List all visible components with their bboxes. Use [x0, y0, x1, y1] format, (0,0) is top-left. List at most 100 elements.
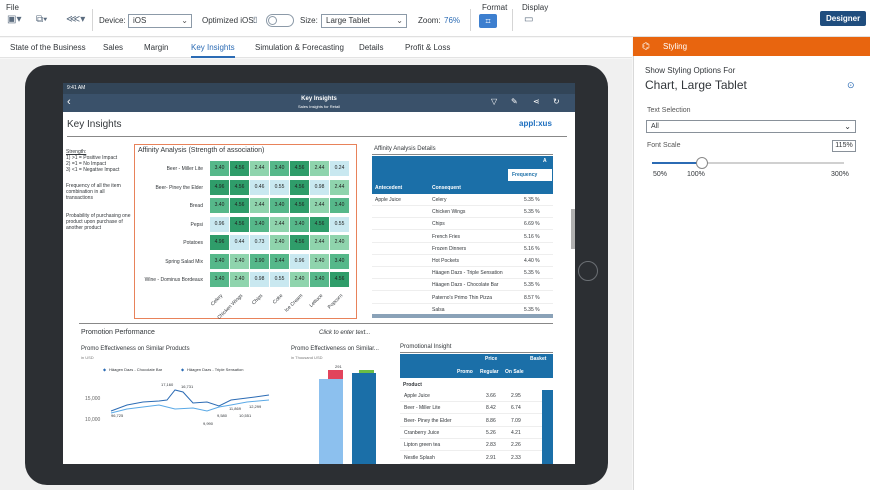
- details-row[interactable]: Chips 6.69 %: [372, 218, 553, 231]
- details-row[interactable]: Hot Pockets 4.40 %: [372, 255, 553, 267]
- heatmap-cell[interactable]: 4.96: [210, 179, 229, 195]
- heatmap-cell[interactable]: 3.40: [330, 198, 349, 213]
- copy-icon[interactable]: ⧉▾: [36, 14, 48, 25]
- insight-row[interactable]: Apple Juice 3.66 2.95: [400, 390, 553, 402]
- heatmap-cell[interactable]: 3.40: [210, 161, 229, 176]
- heatmap-cell[interactable]: 0.96: [290, 253, 309, 269]
- heatmap-cell[interactable]: 0.98: [250, 272, 269, 287]
- font-scale-slider[interactable]: [652, 157, 844, 169]
- heatmap-cell[interactable]: 4.56: [290, 179, 309, 195]
- share-icon[interactable]: ⋖: [533, 97, 540, 106]
- heatmap-cell[interactable]: 4.56: [290, 161, 309, 176]
- details-header-a: A: [543, 158, 547, 164]
- details-row[interactable]: Apple Juice Celery 5.35 %: [372, 194, 553, 206]
- heatmap-cell[interactable]: 2.44: [330, 179, 349, 195]
- heatmap-cell[interactable]: 4.56: [290, 198, 309, 213]
- heatmap-cell[interactable]: 4.56: [230, 216, 249, 232]
- tab-margin[interactable]: Margin: [144, 43, 169, 52]
- display-icon[interactable]: ▭: [524, 14, 534, 25]
- heatmap-cell[interactable]: 2.40: [230, 253, 249, 269]
- device-select[interactable]: iOS ⌄: [128, 14, 192, 28]
- heatmap-cell[interactable]: 4.56: [230, 179, 249, 195]
- pen-icon[interactable]: ✎: [511, 97, 518, 106]
- tab-sales[interactable]: Sales: [103, 43, 124, 52]
- font-scale-input[interactable]: 115%: [832, 140, 856, 152]
- heatmap-cell[interactable]: 4.56: [230, 161, 249, 176]
- affinity-analysis-widget[interactable]: Affinity Analysis (Strength of associati…: [134, 144, 357, 320]
- insight-row[interactable]: Lipton green tea 2.83 2.26: [400, 439, 553, 452]
- heatmap-cell[interactable]: 4.56: [330, 272, 349, 287]
- save-icon[interactable]: ▣▾: [7, 14, 22, 25]
- heatmap-cell[interactable]: 0.73: [250, 235, 269, 250]
- heatmap-cell[interactable]: 4.96: [210, 235, 229, 250]
- insight-row[interactable]: Beer - Miller Lite 8.42 6.74: [400, 402, 553, 415]
- tab-key-insights[interactable]: Key Insights: [191, 43, 235, 58]
- heatmap-cell[interactable]: 3.40: [210, 253, 229, 269]
- heatmap-cell[interactable]: 2.40: [330, 235, 349, 250]
- heatmap-cell[interactable]: 4.56: [310, 216, 329, 232]
- heatmap-cell[interactable]: 3.40: [210, 198, 229, 213]
- select-target-icon[interactable]: ⊙: [847, 80, 855, 90]
- heatmap-cell[interactable]: 0.24: [330, 161, 349, 176]
- heatmap-cell[interactable]: 3.40: [270, 198, 289, 213]
- heatmap-cell[interactable]: 3.40: [330, 253, 349, 269]
- heatmap-cell[interactable]: 0.55: [270, 272, 289, 287]
- heatmap-cell[interactable]: 3.40: [250, 216, 269, 232]
- details-row[interactable]: Häagen Dazs - Chocolate Bar 5.35 %: [372, 279, 553, 292]
- designer-button[interactable]: Designer: [820, 11, 867, 26]
- heatmap-cell[interactable]: 3.40: [270, 161, 289, 176]
- heatmap-cell[interactable]: 2.40: [290, 272, 309, 287]
- page-scrollbar[interactable]: [571, 209, 575, 249]
- details-row[interactable]: Frozen Dinners 5.16 %: [372, 243, 553, 255]
- heatmap-cell[interactable]: 3.40: [290, 216, 309, 232]
- heatmap-cell[interactable]: 2.44: [270, 216, 289, 232]
- heatmap-cell[interactable]: 2.44: [250, 198, 269, 213]
- details-row[interactable]: French Fries 5.16 %: [372, 231, 553, 243]
- heatmap-cell[interactable]: 4.56: [290, 235, 309, 250]
- heatmap-cell[interactable]: 2.44: [310, 161, 329, 176]
- click-to-enter-text[interactable]: Click to enter text...: [319, 330, 371, 336]
- heatmap-cell[interactable]: 2.44: [250, 161, 269, 176]
- insight-row[interactable]: Cranberry Juice 5.26 4.21: [400, 427, 553, 439]
- heatmap-cell[interactable]: 3.40: [310, 272, 329, 287]
- optimized-toggle[interactable]: [266, 14, 294, 27]
- heatmap-cell[interactable]: 0.96: [210, 216, 229, 232]
- details-scrollbar[interactable]: [372, 314, 553, 318]
- filter-icon[interactable]: ▽: [491, 97, 498, 106]
- details-row[interactable]: Chicken Wings 5.35 %: [372, 206, 553, 219]
- insight-header-basket: Basket: [530, 356, 547, 362]
- heatmap-cell[interactable]: 0.44: [230, 235, 249, 250]
- heatmap-cell[interactable]: 2.44: [310, 198, 329, 213]
- heatmap-cell[interactable]: 0.55: [270, 179, 289, 195]
- heatmap-cell[interactable]: 0.55: [330, 216, 349, 232]
- heatmap-cell[interactable]: 0.98: [310, 179, 329, 195]
- heatmap-cell[interactable]: 2.40: [270, 235, 289, 250]
- heatmap-cell[interactable]: 2.40: [310, 253, 329, 269]
- heatmap-cell[interactable]: 2.40: [230, 272, 249, 287]
- share-icon[interactable]: ⋘▾: [66, 14, 86, 25]
- back-icon[interactable]: ‹: [67, 96, 71, 108]
- y-tick-label: 15,000: [85, 396, 101, 402]
- zoom-value[interactable]: 76%: [444, 16, 461, 25]
- insight-row[interactable]: Beer- Piney the Elder 8.86 7.09: [400, 415, 553, 427]
- details-row[interactable]: Paterno's Primo Thin Pizza 8.57 %: [372, 292, 553, 304]
- insight-row[interactable]: Nestle Splash 2.91 2.33: [400, 452, 553, 464]
- text-selection-dropdown[interactable]: All ⌄: [646, 120, 856, 133]
- refresh-icon[interactable]: ↻: [553, 97, 560, 106]
- heatmap-cell[interactable]: 2.44: [310, 235, 329, 250]
- heatmap-cell[interactable]: 3.90: [250, 253, 269, 269]
- size-select[interactable]: Large Tablet ⌄: [321, 14, 407, 28]
- styling-header-label: Styling: [663, 42, 688, 51]
- slider-handle[interactable]: [695, 157, 708, 169]
- heatmap-cell[interactable]: 3.40: [210, 272, 229, 287]
- device-label: Device:: [99, 16, 126, 25]
- tab-profit-loss[interactable]: Profit & Loss: [405, 43, 451, 52]
- tab-details[interactable]: Details: [359, 43, 384, 52]
- heatmap-cell[interactable]: 4.56: [230, 198, 249, 213]
- heatmap-cell[interactable]: 0.46: [250, 179, 269, 195]
- format-brush-icon[interactable]: ⌗: [479, 14, 497, 28]
- tab-simulation-forecasting[interactable]: Simulation & Forecasting: [255, 43, 344, 52]
- details-row[interactable]: Häagen Dazs - Triple Sensation 5.35 %: [372, 267, 553, 280]
- heatmap-cell[interactable]: 3.44: [270, 253, 289, 269]
- tab-state-of-business[interactable]: State of the Business: [10, 43, 86, 52]
